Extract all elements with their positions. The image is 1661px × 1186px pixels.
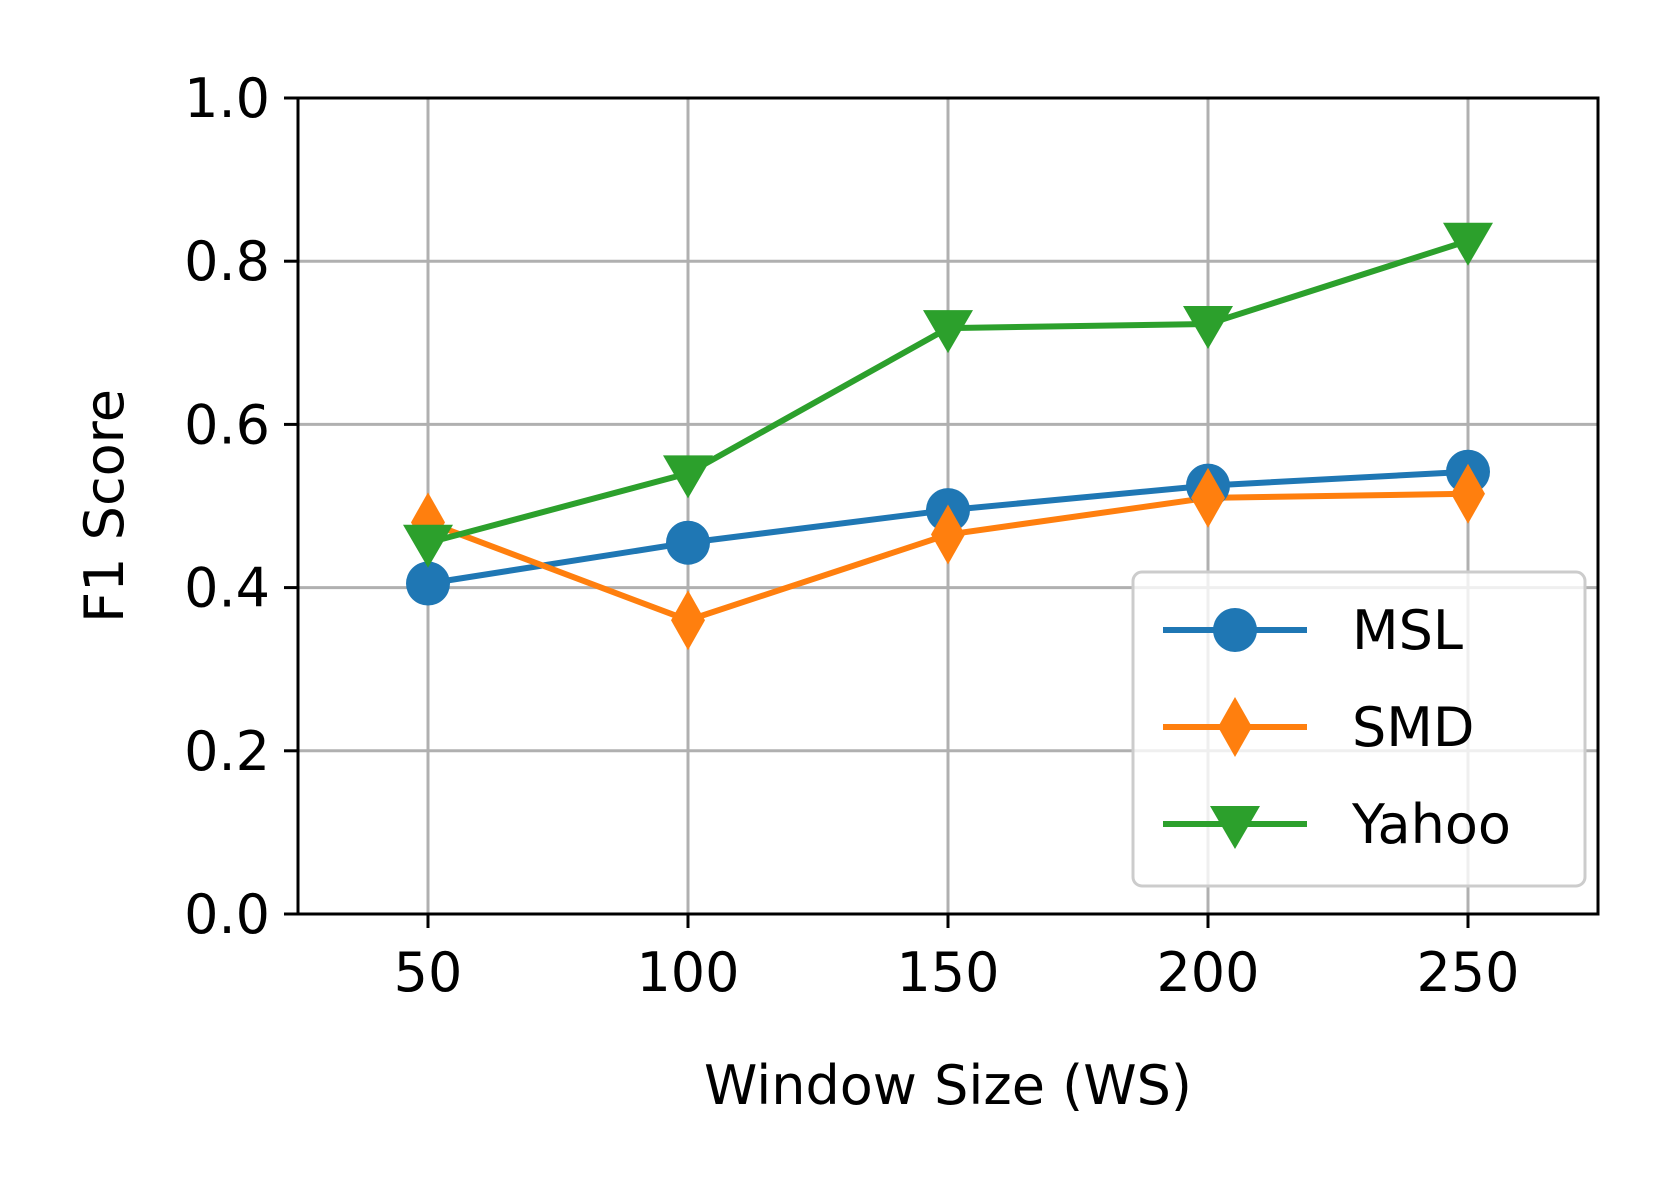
yahoo-data-point (1443, 222, 1493, 266)
x-axis-label: Window Size (WS) (704, 1054, 1192, 1117)
x-axis-ticks: 50 100 150 200 250 (394, 914, 1520, 1004)
smd-data-point (671, 590, 705, 651)
y-axis-label: F1 Score (73, 389, 136, 623)
yahoo-data-point (923, 310, 973, 354)
x-tick-label: 150 (896, 941, 999, 1004)
legend: MSL SMD Yahoo (1131, 570, 1587, 888)
smd-data-point (931, 504, 965, 565)
y-tick-label: 0.6 (184, 393, 270, 456)
x-tick-label: 250 (1416, 941, 1519, 1004)
yahoo-data-point (403, 524, 453, 568)
msl-data-point (666, 520, 710, 565)
legend-msl-label: MSL (1352, 599, 1463, 662)
yahoo-data-point (1183, 306, 1233, 350)
y-tick-label: 1.0 (184, 67, 270, 130)
smd-data-point (1451, 463, 1485, 524)
y-tick-label: 0.2 (184, 720, 270, 783)
smd-data-point (1191, 467, 1225, 528)
legend-smd-marker (1218, 697, 1252, 757)
x-tick-label: 50 (394, 941, 463, 1004)
y-tick-label: 0.8 (184, 230, 270, 293)
yahoo-data-point (663, 455, 713, 499)
y-axis-ticks: 0.0 0.2 0.4 0.6 0.8 1.0 (184, 67, 298, 946)
y-tick-label: 0.0 (184, 883, 270, 946)
series-markers (403, 222, 1493, 651)
legend-yahoo-label: Yahoo (1351, 793, 1511, 856)
legend-msl-marker (1213, 608, 1257, 652)
msl-data-point (406, 561, 450, 606)
y-tick-label: 0.4 (184, 557, 270, 620)
x-tick-label: 100 (636, 941, 739, 1004)
x-tick-label: 200 (1156, 941, 1259, 1004)
legend-smd-label: SMD (1352, 696, 1474, 759)
legend-yahoo-marker (1210, 806, 1260, 849)
